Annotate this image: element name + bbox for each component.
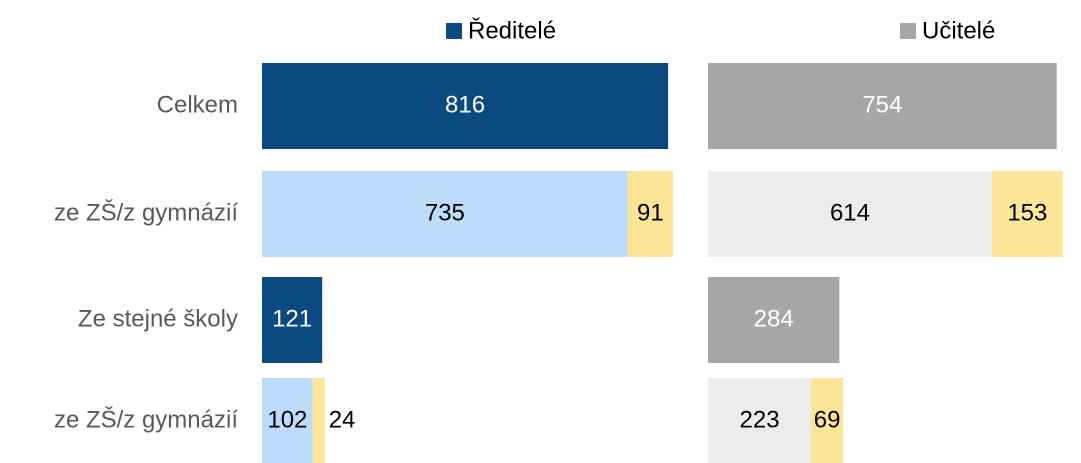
bar-segment [627,171,674,257]
value-label: 816 [445,91,485,118]
bar-segment [262,171,628,257]
bar-segment [708,277,840,363]
bar-segment [262,277,323,363]
value-label: 223 [740,406,780,433]
bar-segment [312,378,325,463]
value-label: 24 [329,406,356,433]
bar-segment [262,378,313,463]
value-label: 121 [272,305,312,332]
bar-segment [262,63,669,149]
legend-label: Učitelé [922,17,995,44]
category-label: Ze stejné školy [78,305,238,332]
legend-label: Ředitelé [468,17,556,44]
bar-segment [811,378,844,463]
legend-swatch [446,23,462,39]
value-label: 69 [814,406,841,433]
legend-swatch [900,23,916,39]
category-label: ze ZŠ/z gymnázií [54,405,238,433]
value-label: 614 [830,199,870,226]
bar-segment [708,378,812,463]
value-label: 102 [267,406,307,433]
value-label: 284 [754,305,794,332]
value-label: 754 [862,91,902,118]
value-label: 153 [1007,199,1047,226]
bar-segment [708,63,1057,149]
bar-segment [708,171,992,257]
category-label: ze ZŠ/z gymnázií [54,198,238,226]
value-label: 735 [425,199,465,226]
bar-segment [991,171,1063,257]
category-label: Celkem [157,91,238,118]
value-label: 91 [637,199,664,226]
